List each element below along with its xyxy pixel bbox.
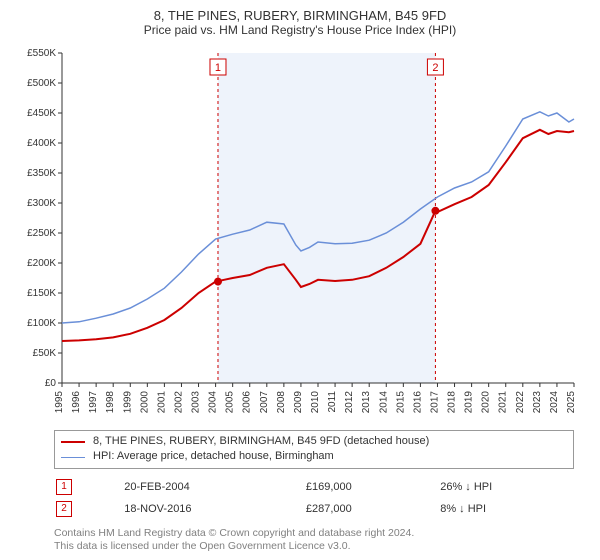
svg-text:1: 1 <box>215 62 221 74</box>
svg-text:£50K: £50K <box>33 348 57 359</box>
marker-price: £287,000 <box>306 499 438 519</box>
svg-text:2023: 2023 <box>532 391 543 413</box>
marker-row: 1 20-FEB-2004£169,00026% ↓ HPI <box>56 477 586 497</box>
svg-text:2012: 2012 <box>344 391 355 413</box>
svg-text:£550K: £550K <box>27 48 56 59</box>
svg-text:£250K: £250K <box>27 228 56 239</box>
svg-text:£450K: £450K <box>27 108 56 119</box>
svg-text:2021: 2021 <box>498 391 509 413</box>
marker-date: 20-FEB-2004 <box>124 477 304 497</box>
svg-text:1999: 1999 <box>122 391 133 413</box>
marker-delta: 26% ↓ HPI <box>440 477 586 497</box>
attribution-footer: Contains HM Land Registry data © Crown c… <box>54 527 588 554</box>
svg-text:1996: 1996 <box>71 391 82 413</box>
svg-text:1998: 1998 <box>105 391 116 413</box>
marker-price: £169,000 <box>306 477 438 497</box>
legend-swatch <box>61 441 85 443</box>
svg-text:2: 2 <box>432 62 438 74</box>
svg-text:2016: 2016 <box>412 391 423 413</box>
svg-text:£500K: £500K <box>27 78 56 89</box>
svg-text:2015: 2015 <box>395 391 406 413</box>
svg-text:2024: 2024 <box>549 391 560 413</box>
legend: 8, THE PINES, RUBERY, BIRMINGHAM, B45 9F… <box>54 430 574 469</box>
svg-text:£400K: £400K <box>27 138 56 149</box>
marker-date: 18-NOV-2016 <box>124 499 304 519</box>
svg-text:1995: 1995 <box>54 391 65 413</box>
svg-text:2003: 2003 <box>191 391 202 413</box>
svg-text:£200K: £200K <box>27 258 56 269</box>
legend-label: HPI: Average price, detached house, Birm… <box>93 449 334 464</box>
marker-delta: 8% ↓ HPI <box>440 499 586 519</box>
legend-row: 8, THE PINES, RUBERY, BIRMINGHAM, B45 9F… <box>61 434 567 449</box>
legend-label: 8, THE PINES, RUBERY, BIRMINGHAM, B45 9F… <box>93 434 429 449</box>
svg-text:2013: 2013 <box>361 391 372 413</box>
svg-text:£350K: £350K <box>27 168 56 179</box>
footer-line: This data is licensed under the Open Gov… <box>54 540 588 554</box>
svg-text:2014: 2014 <box>378 391 389 413</box>
svg-text:2017: 2017 <box>429 391 440 413</box>
footer-line: Contains HM Land Registry data © Crown c… <box>54 527 588 541</box>
svg-text:2005: 2005 <box>225 391 236 413</box>
svg-text:2004: 2004 <box>208 391 219 413</box>
svg-text:2002: 2002 <box>173 391 184 413</box>
svg-text:2006: 2006 <box>242 391 253 413</box>
svg-text:£300K: £300K <box>27 198 56 209</box>
marker-badge: 2 <box>56 501 72 517</box>
svg-text:1997: 1997 <box>88 391 99 413</box>
chart-title: 8, THE PINES, RUBERY, BIRMINGHAM, B45 9F… <box>12 8 588 23</box>
svg-text:£0: £0 <box>45 378 57 389</box>
chart-area: £0 £50K £100K £150K £200K £250K £300K £350K £400… <box>12 43 588 424</box>
marker-badge: 1 <box>56 479 72 495</box>
svg-text:2022: 2022 <box>515 391 526 413</box>
svg-text:£100K: £100K <box>27 318 56 329</box>
svg-text:2011: 2011 <box>327 391 338 413</box>
price-chart-svg: £0 £50K £100K £150K £200K £250K £300K £350K £400… <box>12 43 588 413</box>
chart-container: 8, THE PINES, RUBERY, BIRMINGHAM, B45 9F… <box>0 0 600 560</box>
svg-text:2020: 2020 <box>481 391 492 413</box>
svg-text:2025: 2025 <box>566 391 577 413</box>
svg-text:£150K: £150K <box>27 288 56 299</box>
svg-text:2018: 2018 <box>447 391 458 413</box>
svg-text:2009: 2009 <box>293 391 304 413</box>
chart-subtitle: Price paid vs. HM Land Registry's House … <box>12 23 588 37</box>
legend-swatch <box>61 457 85 458</box>
legend-row: HPI: Average price, detached house, Birm… <box>61 449 567 464</box>
svg-text:2007: 2007 <box>259 391 270 413</box>
marker-row: 2 18-NOV-2016£287,0008% ↓ HPI <box>56 499 586 519</box>
svg-text:2010: 2010 <box>310 391 321 413</box>
marker-table: 1 20-FEB-2004£169,00026% ↓ HPI 2 18-NOV-201… <box>54 475 588 521</box>
svg-text:2001: 2001 <box>156 391 167 413</box>
svg-text:2008: 2008 <box>276 391 287 413</box>
svg-text:2019: 2019 <box>464 391 475 413</box>
svg-text:2000: 2000 <box>139 391 150 413</box>
